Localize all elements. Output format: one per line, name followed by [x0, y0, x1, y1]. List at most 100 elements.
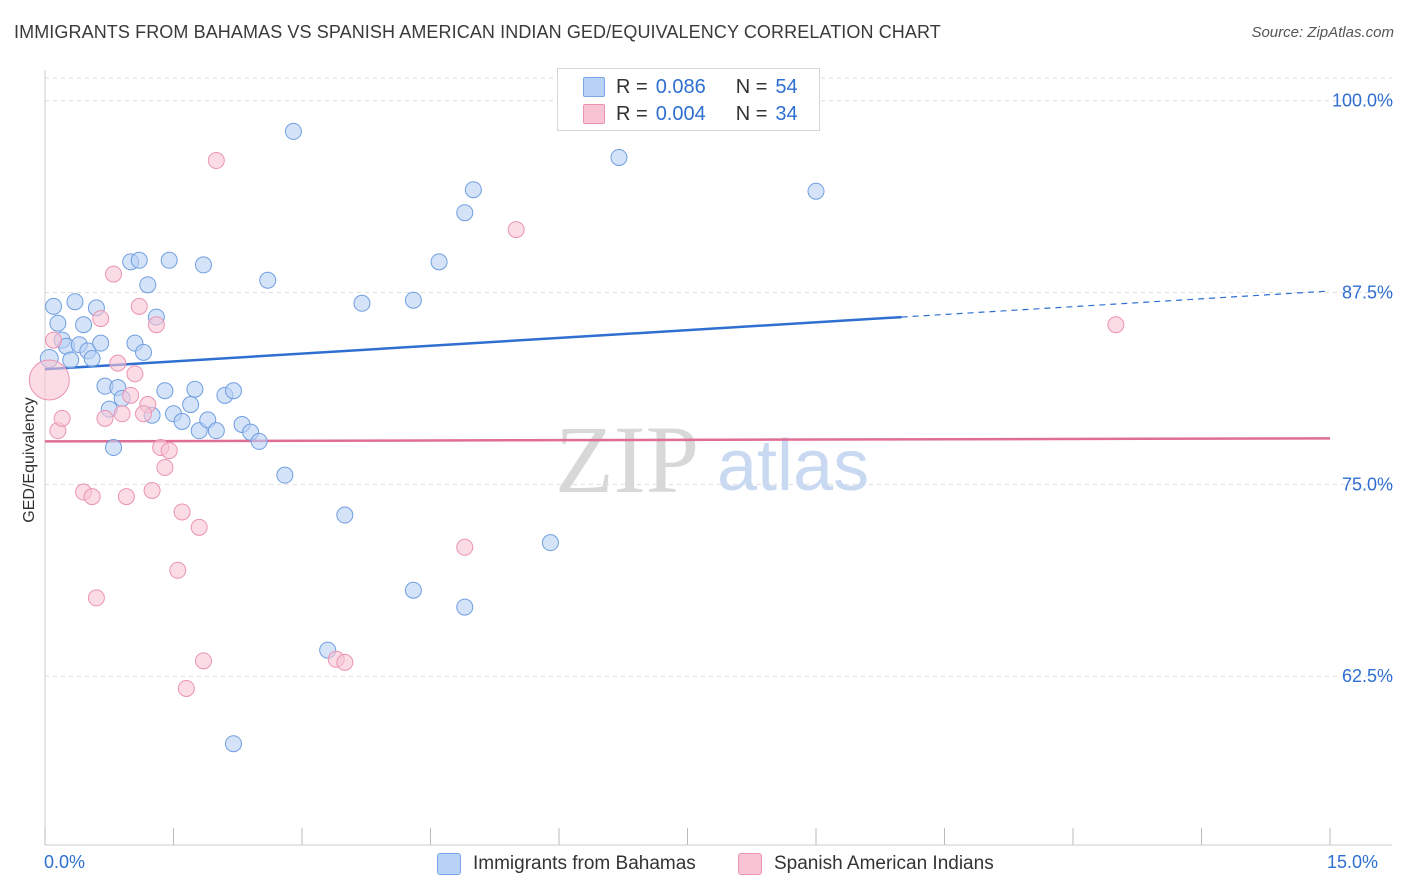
bottom-legend-swatch-blue: [437, 853, 461, 875]
bahamas-point: [807, 182, 825, 200]
bahamas-trend-line: [44, 315, 902, 371]
bahamas-point: [250, 432, 268, 450]
bahamas-point: [83, 350, 101, 368]
spanish-american-point: [117, 488, 135, 506]
spanish-american-point: [156, 458, 174, 476]
legend-r-value-2: 0.004: [655, 102, 706, 125]
spanish-american-point: [122, 386, 140, 404]
spanish-american-point: [92, 310, 110, 328]
spanish-american-point: [190, 518, 208, 536]
y-tick-labels: 62.5% 75.0% 87.5% 100.0%: [1332, 91, 1393, 686]
bahamas-point: [139, 276, 157, 294]
y-tick-label: 87.5%: [1342, 283, 1393, 303]
bahamas-point: [353, 294, 371, 312]
source-label: Source: ZipAtlas.com: [1251, 24, 1394, 41]
data-points: [28, 122, 1125, 753]
bahamas-point: [207, 422, 225, 440]
spanish-american-point: [143, 481, 161, 499]
bahamas-point: [62, 351, 80, 369]
legend-n-label-1: N =: [735, 75, 768, 98]
spanish-american-point: [173, 503, 191, 521]
spanish-american-trend-line: [44, 437, 1331, 443]
legend-swatch-blue: [583, 77, 605, 97]
spanish-american-point: [507, 221, 525, 239]
x-tick-label-min: 0.0%: [44, 852, 86, 872]
bahamas-point: [456, 598, 474, 616]
watermark-zip: ZIP: [555, 406, 699, 513]
bahamas-point: [259, 271, 277, 289]
bahamas-point: [75, 316, 93, 334]
y-tick-label: 62.5%: [1342, 666, 1393, 686]
bahamas-point: [224, 382, 242, 400]
legend-n-label-2: N =: [735, 102, 768, 125]
bahamas-point: [186, 380, 204, 398]
spanish-american-point: [105, 265, 123, 283]
bahamas-point: [160, 251, 178, 269]
legend-r-label-2: R =: [616, 102, 648, 125]
bahamas-point: [404, 581, 422, 599]
spanish-american-point: [336, 653, 354, 671]
bahamas-point: [194, 256, 212, 274]
bottom-legend-spanish-american: Spanish American Indians: [738, 850, 994, 878]
bahamas-point: [173, 412, 191, 430]
spanish-american-point: [83, 488, 101, 506]
spanish-american-point: [109, 354, 127, 372]
legend-swatch-pink: [583, 104, 605, 124]
spanish-american-point: [456, 538, 474, 556]
bahamas-point: [156, 382, 174, 400]
axes: [44, 70, 1392, 846]
spanish-american-point: [194, 652, 212, 670]
spanish-american-point: [53, 409, 71, 427]
bahamas-point: [45, 297, 63, 315]
spanish-american-point: [87, 589, 105, 607]
spanish-american-point: [28, 359, 70, 401]
legend-n-value-2: 34: [775, 102, 798, 125]
bahamas-point: [541, 534, 559, 552]
bahamas-point: [92, 334, 110, 352]
spanish-american-point: [135, 405, 153, 423]
y-tick-label: 75.0%: [1342, 474, 1393, 494]
spanish-american-point: [177, 679, 195, 697]
legend-n-value-1: 54: [775, 75, 798, 98]
bahamas-point: [130, 251, 148, 269]
spanish-american-point: [126, 365, 144, 383]
legend-row-bahamas: R = 0.086 N = 54: [583, 75, 798, 99]
spanish-american-point: [130, 297, 148, 315]
bahamas-point: [66, 293, 84, 311]
bahamas-point: [276, 466, 294, 484]
watermark-atlas: atlas: [717, 426, 869, 506]
legend-r-label-1: R =: [616, 75, 648, 98]
bahamas-point: [336, 506, 354, 524]
grid-lines: [45, 77, 1392, 677]
bahamas-point: [404, 291, 422, 309]
bottom-legend-label-1: Immigrants from Bahamas: [473, 853, 696, 874]
spanish-american-point: [207, 152, 225, 170]
chart-title: IMMIGRANTS FROM BAHAMAS VS SPANISH AMERI…: [14, 22, 941, 42]
bahamas-point: [610, 148, 628, 166]
legend-row-spanish-american: R = 0.004 N = 34: [583, 102, 798, 126]
x-tick-label-max: 15.0%: [1327, 852, 1379, 872]
bahamas-point: [182, 396, 200, 414]
spanish-american-point: [96, 409, 114, 427]
spanish-american-point: [169, 561, 187, 579]
spanish-american-point: [45, 331, 63, 349]
bahamas-point: [105, 439, 123, 457]
bottom-legend-bahamas: Immigrants from Bahamas: [437, 850, 696, 878]
y-tick-label: 100.0%: [1332, 91, 1393, 111]
spanish-american-point: [160, 442, 178, 460]
bahamas-point: [456, 204, 474, 222]
bahamas-point: [430, 253, 448, 271]
spanish-american-point: [147, 316, 165, 334]
legend-r-value-1: 0.086: [655, 75, 706, 98]
bahamas-point: [49, 314, 67, 332]
watermark: ZIP atlas: [555, 406, 869, 513]
bahamas-point: [224, 735, 242, 753]
bottom-legend-swatch-pink: [738, 853, 762, 875]
spanish-american-point: [1107, 316, 1125, 334]
correlation-legend: R = 0.086 N = 54 R = 0.004 N = 34: [557, 68, 820, 131]
bahamas-trend-extension: [901, 290, 1331, 318]
bottom-legend-label-2: Spanish American Indians: [774, 853, 994, 874]
spanish-american-point: [113, 405, 131, 423]
bahamas-point: [464, 181, 482, 199]
